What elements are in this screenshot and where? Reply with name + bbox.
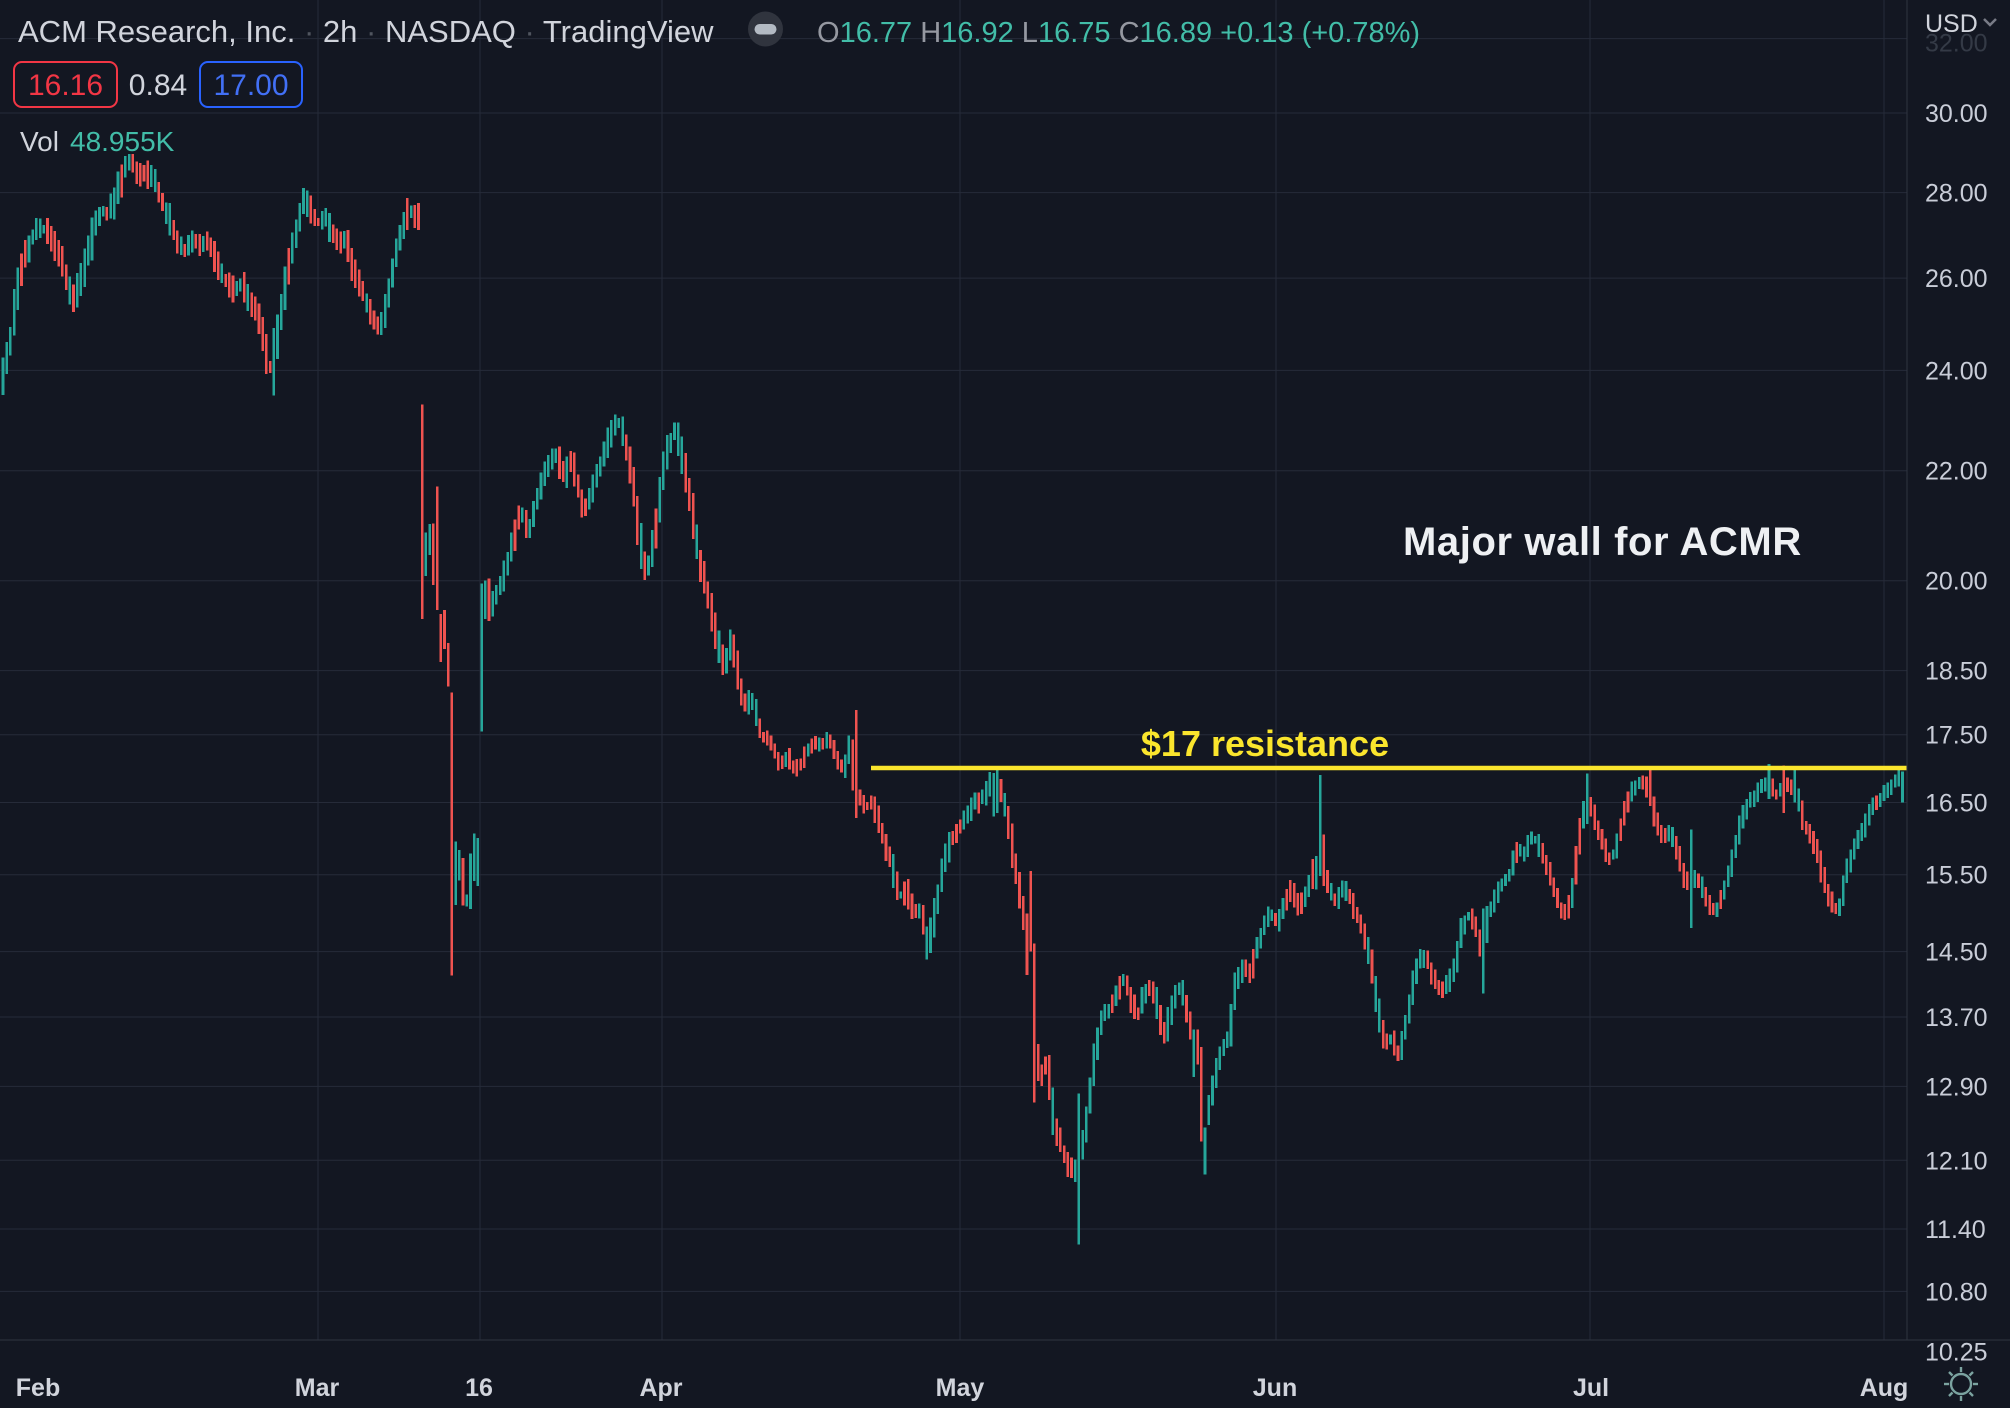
svg-text:16.16: 16.16 [28, 69, 103, 102]
svg-text:32.00: 32.00 [1925, 30, 1988, 58]
svg-text:Jul: Jul [1573, 1374, 1609, 1402]
svg-text:13.70: 13.70 [1925, 1004, 1988, 1032]
svg-text:Mar: Mar [295, 1374, 340, 1402]
svg-text:16.50: 16.50 [1925, 790, 1988, 818]
svg-text:10.25: 10.25 [1925, 1339, 1988, 1367]
svg-text:17.00: 17.00 [213, 69, 288, 102]
svg-text:Feb: Feb [16, 1374, 60, 1402]
svg-text:11.40: 11.40 [1925, 1216, 1986, 1244]
svg-text:26.00: 26.00 [1925, 265, 1988, 293]
svg-text:0.84: 0.84 [129, 69, 187, 102]
svg-text:20.00: 20.00 [1925, 568, 1988, 596]
svg-text:ACM Research, Inc. · 2h · NASD: ACM Research, Inc. · 2h · NASDAQ · Tradi… [18, 14, 714, 49]
svg-text:Major wall for ACMR: Major wall for ACMR [1403, 520, 1802, 564]
svg-text:30.00: 30.00 [1925, 100, 1988, 128]
svg-text:Jun: Jun [1253, 1374, 1297, 1402]
svg-text:15.50: 15.50 [1925, 862, 1988, 890]
svg-text:18.50: 18.50 [1925, 658, 1988, 686]
svg-text:USD: USD [1925, 10, 1978, 38]
svg-text:17.50: 17.50 [1925, 722, 1988, 750]
svg-text:14.50: 14.50 [1925, 939, 1988, 967]
svg-text:12.90: 12.90 [1925, 1073, 1988, 1101]
svg-text:May: May [936, 1374, 985, 1402]
svg-text:$17 resistance: $17 resistance [1141, 723, 1389, 764]
svg-text:12.10: 12.10 [1925, 1147, 1988, 1175]
svg-text:Aug: Aug [1860, 1374, 1909, 1402]
svg-text:48.955K: 48.955K [70, 126, 175, 157]
svg-text:Apr: Apr [639, 1374, 682, 1402]
svg-text:16: 16 [465, 1374, 493, 1402]
svg-text:22.00: 22.00 [1925, 458, 1988, 486]
svg-text:Vol: Vol [20, 126, 59, 157]
svg-text:O16.77 H16.92 L16.75 C16.89 +0: O16.77 H16.92 L16.75 C16.89 +0.13 (+0.78… [817, 17, 1420, 49]
svg-text:28.00: 28.00 [1925, 180, 1988, 208]
svg-text:24.00: 24.00 [1925, 357, 1988, 385]
svg-text:10.80: 10.80 [1925, 1278, 1988, 1306]
